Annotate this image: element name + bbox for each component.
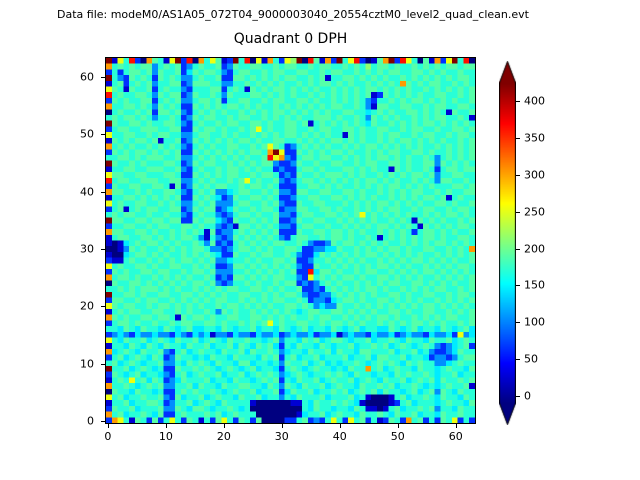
- y-tick-label: 60: [80, 70, 94, 84]
- colorbar-tick-label: 150: [524, 278, 545, 292]
- x-tick-mark: [339, 424, 341, 428]
- y-tick-mark: [101, 77, 105, 79]
- colorbar-tick-mark: [516, 395, 520, 397]
- x-tick-mark: [455, 424, 457, 428]
- colorbar-tick-mark: [516, 138, 520, 140]
- data-file-annotation: Data file: modeM0/AS1A05_072T04_90000030…: [57, 8, 529, 21]
- x-tick-label: 0: [104, 430, 112, 443]
- x-tick-label: 10: [158, 430, 173, 443]
- x-tick-mark: [281, 424, 283, 428]
- colorbar-tick-mark: [516, 248, 520, 250]
- y-tick-mark: [101, 306, 105, 308]
- y-tick-mark: [101, 134, 105, 136]
- x-tick-label: 60: [448, 430, 463, 443]
- y-tick-mark: [101, 191, 105, 193]
- colorbar-tick-label: 400: [524, 94, 545, 108]
- colorbar-tick-label: 300: [524, 168, 545, 182]
- x-tick-mark: [165, 424, 167, 428]
- x-axis: 0 10 20 30 40 50 60: [104, 424, 476, 446]
- colorbar-tick-mark: [516, 358, 520, 360]
- y-tick-label: 10: [80, 357, 94, 371]
- y-axis: 0 10 20 30 40 50 60: [0, 57, 105, 428]
- x-tick-label: 50: [390, 430, 405, 443]
- colorbar: 0 50 100 150 200 250 300 350 400: [499, 61, 579, 425]
- colorbar-tick-mark: [516, 211, 520, 213]
- y-tick-label: 50: [80, 127, 94, 141]
- colorbar-tick-mark: [516, 101, 520, 103]
- heatmap-canvas: [106, 58, 475, 423]
- plot-area: [105, 57, 476, 424]
- y-tick-label: 20: [80, 299, 94, 313]
- x-tick-label: 30: [274, 430, 289, 443]
- colorbar-tick-label: 250: [524, 205, 545, 219]
- colorbar-tick-mark: [516, 174, 520, 176]
- x-tick-mark: [107, 424, 109, 428]
- y-tick-mark: [101, 363, 105, 365]
- y-tick-label: 0: [87, 414, 94, 428]
- colorbar-tick-label: 100: [524, 315, 545, 329]
- chart-title: Quadrant 0 DPH: [233, 31, 348, 47]
- colorbar-tick-label: 350: [524, 131, 545, 145]
- colorbar-tick-label: 200: [524, 242, 545, 256]
- colorbar-tick-label: 50: [524, 352, 538, 366]
- y-tick-label: 30: [80, 242, 94, 256]
- x-tick-mark: [223, 424, 225, 428]
- x-tick-label: 40: [332, 430, 347, 443]
- colorbar-tick-mark: [516, 285, 520, 287]
- x-tick-mark: [397, 424, 399, 428]
- y-tick-mark: [101, 421, 105, 423]
- x-tick-label: 20: [216, 430, 231, 443]
- y-tick-mark: [101, 249, 105, 251]
- colorbar-canvas: [499, 61, 516, 425]
- y-tick-label: 40: [80, 185, 94, 199]
- colorbar-tick-mark: [516, 322, 520, 324]
- colorbar-tick-label: 0: [524, 389, 531, 403]
